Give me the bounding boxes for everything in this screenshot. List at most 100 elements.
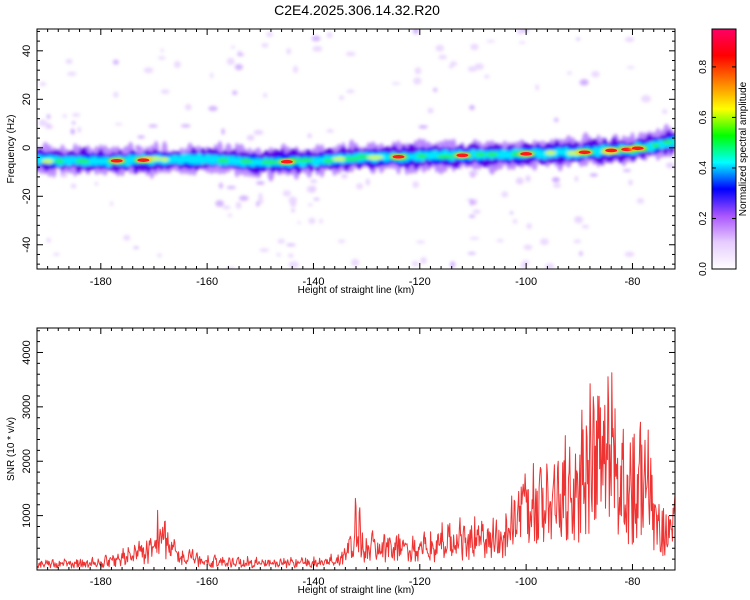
- noise-blob: [307, 133, 312, 139]
- spectrogram-heatmap: [37, 29, 675, 269]
- noise-blob: [474, 198, 478, 205]
- noise-blob: [46, 237, 51, 243]
- y-tick-label: 3000: [21, 395, 33, 419]
- noise-blob: [526, 223, 532, 230]
- x-tick-label: -140: [302, 276, 324, 288]
- noise-blob: [236, 53, 245, 57]
- ridge-patch: [54, 159, 65, 164]
- ridge-patch: [436, 154, 455, 159]
- noise-blob: [576, 37, 580, 41]
- noise-blob: [234, 64, 243, 71]
- noise-blob: [173, 61, 181, 69]
- ridge-patch: [343, 156, 360, 162]
- x-tick-label: -100: [515, 576, 537, 588]
- x-tick-label: -180: [90, 576, 112, 588]
- x-tick-label: -120: [409, 276, 431, 288]
- noise-blob: [579, 251, 583, 257]
- spectrogram-ticks: -180 -160 -140 -120 -100 -80 -40 -20 0 20 40: [21, 29, 676, 288]
- snr-x-label: Height of straight line (km): [298, 585, 415, 596]
- noise-blob: [114, 122, 123, 126]
- noise-blob: [427, 107, 434, 114]
- noise-blob: [509, 211, 514, 215]
- noise-blob: [589, 173, 598, 177]
- colorbar-label: Normalized spectral amplitude: [738, 81, 749, 216]
- noise-blob: [341, 173, 348, 179]
- y-tick-label: 40: [21, 45, 33, 57]
- noise-blob: [622, 169, 632, 172]
- noise-blob: [521, 260, 530, 265]
- noise-blob: [308, 217, 316, 224]
- noise-blob: [46, 114, 51, 120]
- colorbar-tick-label: 0.2: [698, 211, 709, 225]
- noise-blob: [574, 217, 582, 220]
- noise-blob: [319, 218, 323, 224]
- noise-blob: [46, 124, 54, 129]
- snr-panel: -180 -160 -140 -120 -100 -801000200030004000 …: [6, 327, 676, 596]
- noise-blob: [62, 114, 67, 118]
- noise-blob: [416, 240, 426, 244]
- noise-blob: [218, 182, 224, 189]
- noise-blob: [310, 179, 318, 184]
- x-tick-label: -100: [515, 276, 537, 288]
- noise-blob: [158, 56, 166, 60]
- noise-blob: [521, 29, 530, 32]
- noise-blob: [433, 87, 438, 92]
- noise-blob: [515, 177, 524, 185]
- noise-blob: [412, 181, 420, 189]
- noise-blob: [306, 185, 317, 193]
- snr-y-label: SNR (10 * v/v): [6, 417, 17, 481]
- noise-blob: [157, 253, 162, 258]
- noise-blob: [450, 261, 456, 268]
- ridge-patch: [651, 143, 661, 148]
- noise-blob: [469, 198, 473, 206]
- noise-blob: [566, 71, 573, 75]
- noise-blob: [624, 251, 635, 257]
- ridge-band: [670, 136, 675, 146]
- noise-blob: [286, 243, 296, 247]
- noise-blob: [143, 67, 154, 73]
- noise-blob: [520, 263, 528, 269]
- noise-blob: [311, 35, 321, 42]
- noise-blob: [160, 48, 164, 53]
- noise-blob: [286, 48, 292, 55]
- noise-blob: [351, 258, 360, 267]
- noise-blob: [259, 248, 270, 252]
- noise-blob: [290, 200, 297, 208]
- noise-blob: [636, 197, 645, 204]
- noise-blob: [210, 72, 214, 79]
- x-tick-label: -140: [302, 576, 324, 588]
- colorbar-ticks: 0.0 0.2 0.4 0.6 0.8: [698, 60, 736, 276]
- noise-blob: [628, 179, 633, 186]
- noise-blob: [326, 32, 333, 39]
- noise-blob: [313, 197, 320, 201]
- noise-blob: [288, 253, 294, 258]
- noise-blob: [262, 93, 268, 98]
- ridge-patch: [662, 139, 674, 145]
- colorbar-frame: [711, 28, 737, 270]
- noise-blob: [579, 79, 589, 86]
- hotspot: [456, 153, 469, 158]
- ridge-patch: [355, 154, 372, 160]
- ridge-patch: [296, 157, 314, 163]
- noise-blob: [67, 71, 77, 76]
- ridge-patch: [160, 157, 169, 162]
- hotspot: [137, 158, 150, 162]
- noise-blob: [71, 121, 76, 125]
- noise-blob: [238, 195, 249, 201]
- noise-blob: [110, 201, 114, 207]
- noise-blob: [553, 117, 559, 123]
- noise-blob: [662, 109, 668, 115]
- noise-blob: [626, 66, 635, 69]
- noise-blob: [551, 177, 560, 183]
- ridge-patch: [239, 159, 254, 164]
- ridge-patch: [261, 159, 279, 165]
- noise-blob: [474, 63, 484, 70]
- noise-blob: [484, 74, 490, 79]
- hotspot: [605, 148, 618, 153]
- colorbar-tick-label: 0.4: [698, 161, 709, 175]
- noise-blob: [39, 81, 47, 86]
- noise-blob: [246, 135, 255, 141]
- noise-blob: [501, 191, 509, 198]
- ridge-patch: [416, 153, 428, 159]
- spectrogram-y-label: Frequency (Hz): [6, 115, 17, 184]
